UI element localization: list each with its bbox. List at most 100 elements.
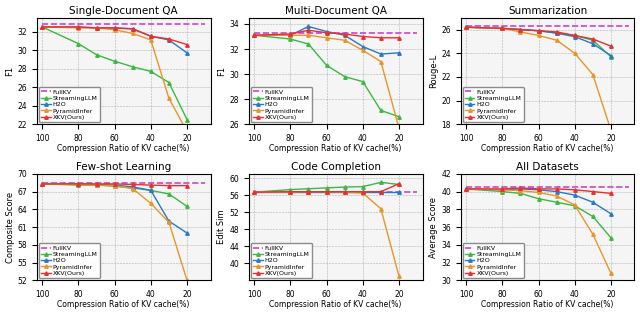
H2O <box>75 25 83 29</box>
XKV(Ours) <box>395 182 403 186</box>
XKV(Ours) <box>183 184 191 187</box>
H2O <box>147 188 155 192</box>
Legend: FullKV, StreamingLLM, H2O, PyramidInfer, XKV(Ours): FullKV, StreamingLLM, H2O, PyramidInfer,… <box>463 87 524 122</box>
StreamingLLM <box>129 186 136 190</box>
PyramidInfer <box>93 183 100 187</box>
FullKV <box>129 22 136 26</box>
StreamingLLM <box>499 190 506 193</box>
StreamingLLM <box>147 188 155 192</box>
H2O <box>341 33 349 37</box>
H2O <box>93 183 100 186</box>
XKV(Ours) <box>287 32 294 36</box>
FullKV <box>165 22 173 26</box>
H2O <box>38 25 46 29</box>
StreamingLLM <box>462 25 470 29</box>
XKV(Ours) <box>147 34 155 38</box>
XKV(Ours) <box>75 182 83 186</box>
H2O <box>323 190 330 194</box>
X-axis label: Compression Ratio of KV cache(%): Compression Ratio of KV cache(%) <box>269 144 402 153</box>
StreamingLLM <box>38 25 46 29</box>
PyramidInfer <box>147 38 155 42</box>
FullKV <box>499 185 506 189</box>
Line: PyramidInfer: PyramidInfer <box>252 33 401 130</box>
PyramidInfer <box>341 38 349 42</box>
XKV(Ours) <box>516 186 524 190</box>
PyramidInfer <box>183 130 191 134</box>
H2O <box>129 185 136 189</box>
StreamingLLM <box>571 204 579 208</box>
H2O <box>183 231 191 235</box>
FullKV <box>287 190 294 194</box>
StreamingLLM <box>183 118 191 122</box>
XKV(Ours) <box>499 187 506 191</box>
FullKV <box>202 181 209 185</box>
FullKV <box>413 31 421 35</box>
FullKV <box>359 190 367 194</box>
FullKV <box>192 181 200 185</box>
StreamingLLM <box>287 188 294 192</box>
PyramidInfer <box>305 33 312 37</box>
XKV(Ours) <box>75 25 83 29</box>
Line: StreamingLLM: StreamingLLM <box>40 182 189 208</box>
H2O <box>93 26 100 30</box>
Line: XKV(Ours): XKV(Ours) <box>465 186 612 195</box>
H2O <box>165 38 173 42</box>
StreamingLLM <box>499 26 506 30</box>
FullKV <box>147 181 155 185</box>
StreamingLLM <box>534 197 542 201</box>
Line: H2O: H2O <box>465 187 612 215</box>
PyramidInfer <box>462 25 470 29</box>
PyramidInfer <box>571 203 579 207</box>
Legend: FullKV, StreamingLLM, H2O, PyramidInfer, XKV(Ours): FullKV, StreamingLLM, H2O, PyramidInfer,… <box>251 243 312 278</box>
PyramidInfer <box>377 207 385 211</box>
FullKV <box>607 185 615 189</box>
H2O <box>462 187 470 191</box>
XKV(Ours) <box>589 37 596 41</box>
StreamingLLM <box>589 38 596 42</box>
FullKV <box>305 31 312 35</box>
StreamingLLM <box>93 53 100 57</box>
StreamingLLM <box>305 187 312 191</box>
FullKV <box>625 24 633 28</box>
XKV(Ours) <box>165 37 173 41</box>
X-axis label: Compression Ratio of KV cache(%): Compression Ratio of KV cache(%) <box>481 144 614 153</box>
PyramidInfer <box>395 274 403 278</box>
StreamingLLM <box>305 42 312 46</box>
XKV(Ours) <box>305 190 312 194</box>
FullKV <box>75 181 83 185</box>
StreamingLLM <box>183 204 191 208</box>
Y-axis label: F1: F1 <box>218 66 227 76</box>
StreamingLLM <box>607 55 615 59</box>
FullKV <box>571 185 579 189</box>
FullKV <box>165 181 173 185</box>
FullKV <box>93 181 100 185</box>
Line: H2O: H2O <box>252 25 401 56</box>
H2O <box>38 182 46 186</box>
FullKV <box>323 190 330 194</box>
XKV(Ours) <box>129 183 136 186</box>
FullKV <box>129 181 136 185</box>
H2O <box>607 212 615 216</box>
H2O <box>516 28 524 32</box>
StreamingLLM <box>359 185 367 188</box>
H2O <box>589 200 596 204</box>
XKV(Ours) <box>377 190 385 194</box>
PyramidInfer <box>250 33 258 37</box>
PyramidInfer <box>553 38 561 42</box>
XKV(Ours) <box>341 190 349 194</box>
StreamingLLM <box>516 28 524 32</box>
XKV(Ours) <box>377 36 385 40</box>
XKV(Ours) <box>589 190 596 193</box>
Y-axis label: Rouge-L: Rouge-L <box>429 54 438 88</box>
FullKV <box>341 190 349 194</box>
PyramidInfer <box>534 191 542 194</box>
FullKV <box>38 22 46 26</box>
PyramidInfer <box>571 51 579 55</box>
H2O <box>250 33 258 37</box>
FullKV <box>571 24 579 28</box>
XKV(Ours) <box>499 26 506 30</box>
FullKV <box>305 190 312 194</box>
FullKV <box>534 24 542 28</box>
XKV(Ours) <box>323 31 330 35</box>
FullKV <box>589 185 596 189</box>
